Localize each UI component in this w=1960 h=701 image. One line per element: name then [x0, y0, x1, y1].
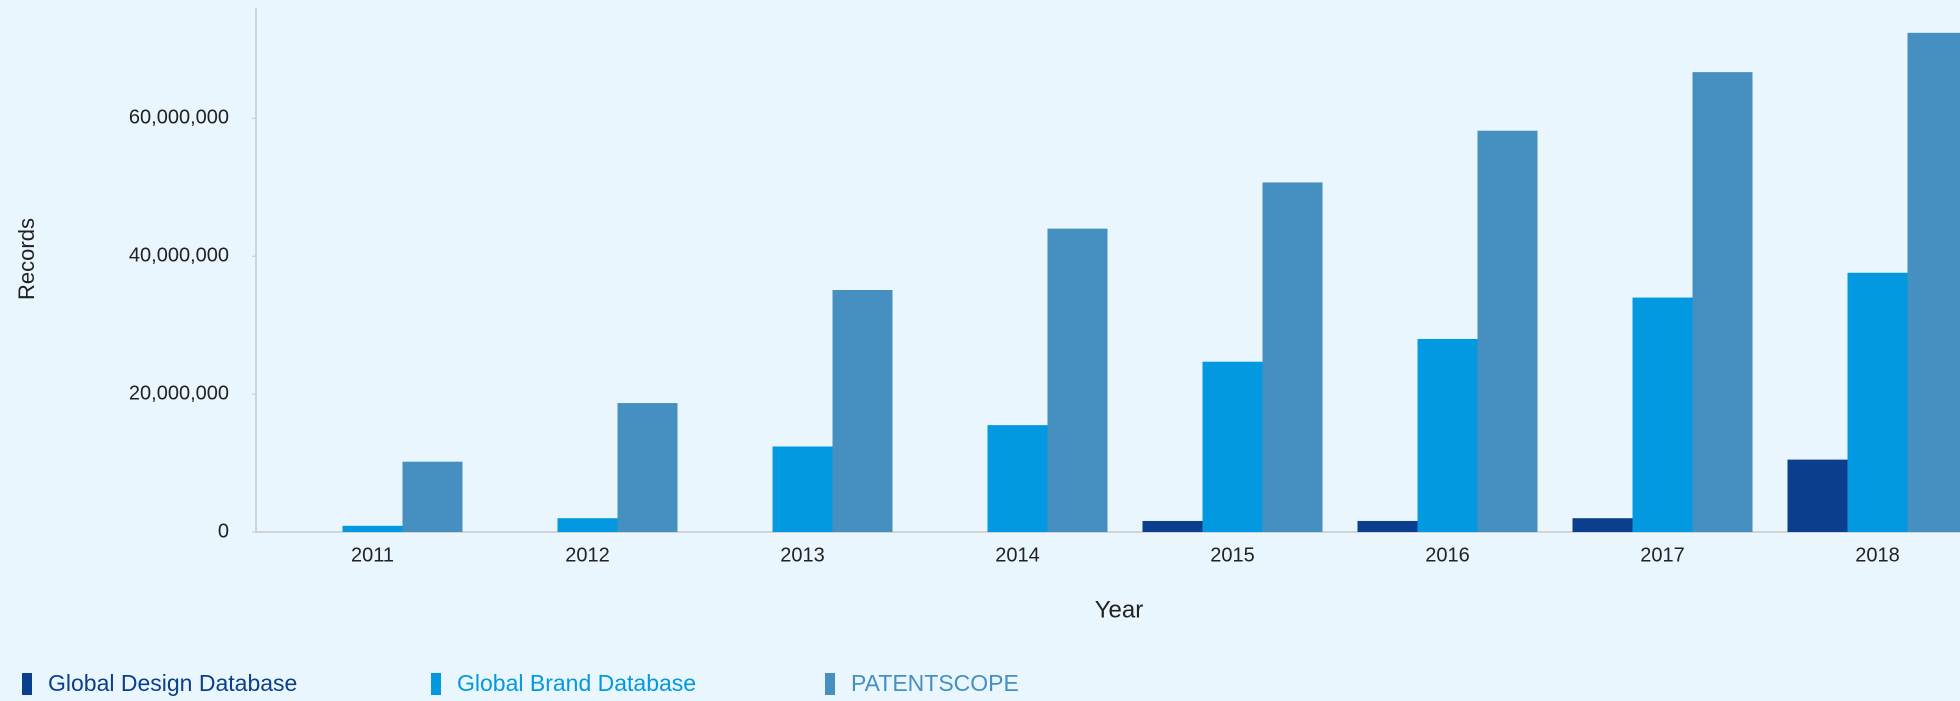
x-tick-label: 2013 — [780, 544, 825, 566]
bar — [617, 403, 678, 532]
legend-swatch — [431, 673, 441, 695]
bar — [1787, 459, 1848, 532]
x-tick-label: 2016 — [1425, 544, 1470, 566]
x-tick-label: 2017 — [1640, 544, 1685, 566]
bar — [1692, 72, 1753, 532]
bar — [1632, 297, 1693, 532]
bar — [1357, 520, 1418, 532]
x-tick-label: 2011 — [351, 544, 394, 566]
bar — [402, 461, 463, 532]
y-tick-label: 40,000,000 — [129, 244, 229, 266]
bar — [1142, 520, 1203, 532]
y-tick-label: 20,000,000 — [129, 382, 229, 404]
bar — [1262, 182, 1323, 533]
y-axis-title: Records — [14, 218, 39, 300]
bar — [1907, 32, 1960, 533]
bar — [987, 425, 1048, 532]
x-tick-label: 2012 — [565, 544, 610, 566]
bar — [1477, 130, 1538, 532]
x-tick-label: 2018 — [1855, 544, 1900, 566]
bar — [1202, 361, 1263, 532]
x-tick-label: 2014 — [995, 544, 1040, 566]
legend-swatch — [22, 673, 32, 695]
legend-label: Global Design Database — [48, 670, 297, 696]
legend-swatch — [825, 673, 835, 695]
x-tick-label: 2015 — [1210, 544, 1255, 566]
bar — [772, 446, 833, 532]
bar — [342, 525, 403, 532]
bar — [1847, 272, 1908, 532]
y-tick-label: 0 — [218, 520, 229, 542]
legend-label: Global Brand Database — [457, 670, 696, 696]
bar — [557, 518, 618, 532]
bar — [1047, 228, 1108, 532]
bar — [1572, 518, 1633, 532]
legend-label: PATENTSCOPE — [851, 670, 1019, 696]
bar — [832, 289, 893, 532]
x-axis-title: Year — [1095, 596, 1144, 623]
y-tick-label: 60,000,000 — [129, 107, 229, 129]
bar — [1417, 338, 1478, 532]
